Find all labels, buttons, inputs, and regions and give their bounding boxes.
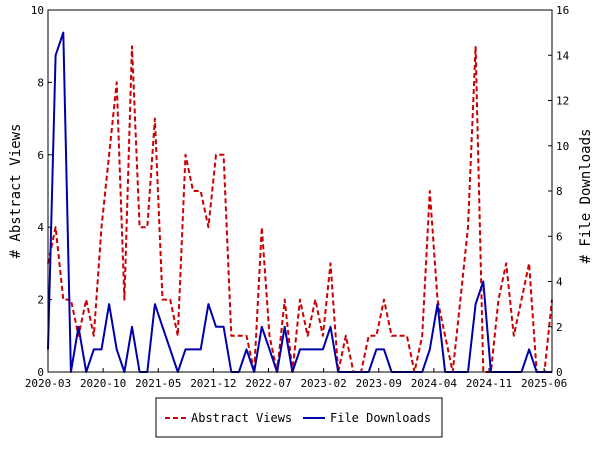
y2-tick-label: 6 — [556, 230, 563, 243]
x-tick-label: 2020-03 — [25, 377, 71, 390]
x-tick-label: 2022-07 — [245, 377, 291, 390]
y2-tick-label: 16 — [556, 4, 569, 17]
x-tick-label: 2023-09 — [356, 377, 402, 390]
x-tick-label: 2020-10 — [80, 377, 126, 390]
y-tick-label: 0 — [37, 366, 44, 379]
x-tick-label: 2024-11 — [466, 377, 512, 390]
legend-label-file-downloads: File Downloads — [330, 411, 431, 425]
x-tick-label: 2024-04 — [411, 377, 458, 390]
legend: Abstract Views File Downloads — [155, 397, 443, 438]
y2-tick-label: 12 — [556, 95, 569, 108]
y2-tick-label: 2 — [556, 321, 563, 334]
y2-tick-label: 10 — [556, 140, 569, 153]
y2-tick-label: 0 — [556, 366, 563, 379]
x-tick-label: 2021-05 — [135, 377, 181, 390]
y2-tick-label: 4 — [556, 276, 563, 289]
x-tick-label: 2021-12 — [190, 377, 236, 390]
y-tick-label: 2 — [37, 294, 44, 307]
axis-ticks: 0 2 4 6 8 10 0 2 4 6 8 10 12 14 16 2020-03 2020-10 2021-0… — [25, 4, 570, 390]
y-tick-label: 4 — [37, 221, 44, 234]
y2-tick-label: 8 — [556, 185, 563, 198]
x-tick-label: 2023-02 — [300, 377, 346, 390]
legend-box — [155, 397, 443, 438]
y-tick-label: 8 — [37, 76, 44, 89]
legend-label-abstract-views: Abstract Views — [191, 411, 292, 425]
y2-tick-label: 14 — [556, 49, 570, 62]
y-tick-label: 6 — [37, 149, 44, 162]
y2-axis-label: # File Downloads — [578, 129, 594, 264]
y-axis-label: # Abstract Views — [8, 124, 24, 259]
x-tick-label: 2025-06 — [521, 377, 567, 390]
y-tick-label: 10 — [31, 4, 44, 17]
series-line-abstract-views — [47, 45, 553, 373]
